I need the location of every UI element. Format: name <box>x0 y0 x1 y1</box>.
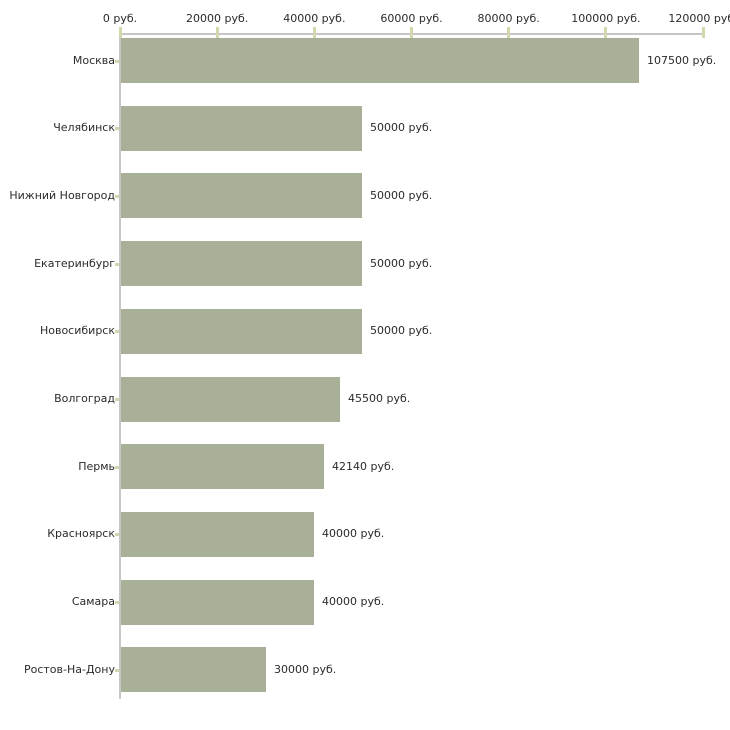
value-label: 45500 руб. <box>348 392 411 405</box>
y-axis-tick <box>115 127 119 131</box>
category-label: Ростов-На-Дону <box>23 662 115 676</box>
bar <box>121 647 266 693</box>
x-axis-tick-label: 60000 руб. <box>380 12 443 25</box>
x-axis-tick-label: 0 руб. <box>102 12 138 25</box>
x-axis-tick-label: 100000 руб. <box>571 12 641 25</box>
bar <box>121 308 362 354</box>
y-axis-tick <box>115 262 119 266</box>
value-label: 40000 руб. <box>322 595 385 609</box>
y-axis-tick <box>115 330 119 334</box>
value-label: 30000 руб. <box>274 662 337 676</box>
value-label: 42140 руб. <box>332 459 395 473</box>
x-axis-tick-label: 40000 руб. <box>283 12 346 25</box>
bar <box>121 105 362 151</box>
value-label: 40000 руб. <box>322 527 385 541</box>
value-label: 50000 руб. <box>370 256 433 270</box>
bar <box>121 579 314 625</box>
x-axis-tick <box>215 27 219 38</box>
value-label: 50000 руб. <box>370 188 433 202</box>
category-label: Красноярск <box>47 527 115 541</box>
x-axis-tick <box>604 27 608 38</box>
x-axis-tick <box>118 27 122 38</box>
y-axis-line <box>119 33 121 699</box>
x-axis-tick <box>410 27 413 38</box>
y-axis-tick <box>115 601 119 605</box>
y-axis-tick <box>115 59 119 63</box>
bar <box>121 444 324 490</box>
x-axis-tick <box>312 27 316 38</box>
y-axis-tick <box>115 194 119 198</box>
x-axis-tick-label: 20000 руб. <box>186 12 249 25</box>
x-axis-tick <box>701 27 705 38</box>
value-label: 50000 руб. <box>370 324 433 338</box>
value-label: 50000 руб. <box>370 121 433 135</box>
category-label: Екатеринбург <box>34 256 115 270</box>
y-axis-tick <box>115 668 119 672</box>
y-axis-tick <box>115 533 119 537</box>
bar <box>121 376 340 422</box>
category-label: Пермь <box>78 459 115 473</box>
value-label: 107500 руб. <box>647 53 717 67</box>
category-label: Новосибирск <box>39 324 115 338</box>
bar <box>121 241 362 287</box>
x-axis-tick-label: 120000 руб. <box>668 12 730 25</box>
category-label: Москва <box>72 53 115 67</box>
y-axis-tick <box>115 398 119 401</box>
bar <box>121 38 639 83</box>
category-label: Самара <box>71 595 115 609</box>
y-axis-tick <box>115 465 119 469</box>
category-label: Челябинск <box>53 121 115 135</box>
x-axis-tick <box>507 27 511 38</box>
bar <box>121 173 362 219</box>
bar <box>121 511 314 557</box>
category-label: Волгоград <box>54 392 115 405</box>
category-label: Нижний Новгород <box>9 188 115 202</box>
x-axis-tick-label: 80000 руб. <box>477 12 540 25</box>
